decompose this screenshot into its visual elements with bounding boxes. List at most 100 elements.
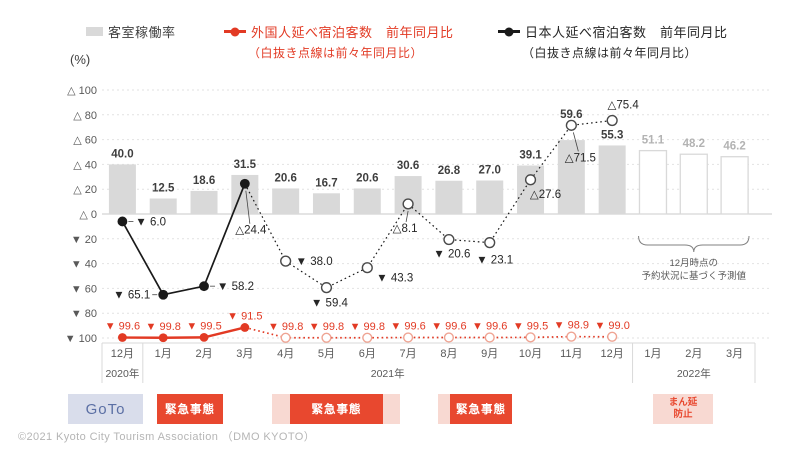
- legend-japanese: 日本人延べ宿泊客数 前年同月比 （白抜き点線は前々年同月比）: [498, 22, 728, 61]
- y-axis-tick-label: △ 100: [67, 85, 97, 97]
- month-label: 10月: [519, 348, 542, 360]
- foreign-point-label: ▼ 99.8: [309, 321, 344, 333]
- foreign-point-label: ▼ 99.6: [431, 321, 466, 333]
- japanese-point-label: ▼ 58.2: [217, 281, 254, 293]
- japanese-point-open: [606, 114, 618, 127]
- foreign-series: ▼ 99.6 ▼ 99.8 ▼ 99.5 ▼ 91.5 ▼ 99.8 ▼ 99.8 ▼ 99…: [105, 310, 630, 343]
- occupancy-bar-forecast: [638, 149, 668, 215]
- occupancy-bar-value: 51.1: [642, 135, 665, 147]
- japanese-label-leader: [405, 210, 409, 223]
- japanese-point-label: △27.6: [530, 189, 561, 201]
- foreign-point-label: ▼ 99.5: [186, 320, 221, 332]
- y-axis-tick-label: △ 40: [73, 159, 97, 171]
- occupancy-bar: [149, 198, 177, 214]
- foreign-point-label: ▼ 91.5: [227, 310, 262, 322]
- occupancy-bar-value: 12.5: [152, 183, 175, 195]
- japanese-point: [199, 281, 209, 292]
- japanese-point-label: △71.5: [565, 152, 596, 164]
- legend-japanese-row: 日本人延べ宿泊客数 前年同月比: [498, 22, 728, 41]
- y-axis-tick-label: ▼ 40: [71, 259, 97, 271]
- occupancy-bar: [476, 180, 504, 214]
- japanese-point-label: ▼ 38.0: [296, 256, 333, 268]
- month-label: 1月: [155, 348, 172, 360]
- legend-japanese-label: 日本人延べ宿泊客数 前年同月比: [525, 25, 728, 40]
- foreign-point-open: [566, 331, 577, 342]
- month-label: 11月: [560, 348, 582, 360]
- month-label: 3月: [726, 348, 743, 360]
- japanese-label-leader: [572, 132, 579, 152]
- foreign-line-marker-icon: [224, 27, 246, 36]
- event-manbou-line2: 防止: [673, 409, 693, 420]
- year-label: 2020年: [105, 367, 139, 380]
- forecast-note-line: 予約状況に基づく予測値: [642, 270, 747, 282]
- foreign-point-open: [484, 332, 495, 343]
- foreign-point-label: ▼ 98.9: [554, 320, 589, 332]
- month-label: 5月: [318, 348, 335, 360]
- month-label: 2月: [685, 348, 702, 360]
- event-manbou: まん延 防止: [653, 394, 713, 424]
- event-goto-label: GoTo: [85, 400, 126, 418]
- legend-occupancy-row: 客室稼働率: [86, 22, 176, 41]
- occupancy-bar: [190, 190, 218, 214]
- y-axis-tick-label: △ 0: [79, 209, 97, 221]
- occupancy-bar: [435, 180, 463, 214]
- foreign-line-dotted: [244, 326, 613, 339]
- japanese-point: [239, 178, 250, 189]
- legend-occupancy-label: 客室稼働率: [108, 25, 176, 40]
- foreign-line-solid: [122, 326, 246, 339]
- event-manbou-line1: まん延: [668, 397, 698, 409]
- japanese-point-label: ▼ 6.0: [135, 216, 166, 228]
- month-label: 12月: [601, 348, 624, 360]
- copyright-text: ©2021 Kyoto City Tourism Association （DM…: [18, 431, 316, 443]
- legend-foreign-sub: （白抜き点線は前々年同月比）: [248, 46, 424, 60]
- bar-swatch-icon: [86, 27, 103, 36]
- japanese-point-label: ▼ 20.6: [433, 249, 470, 261]
- foreign-point-label: ▼ 99.0: [594, 320, 629, 332]
- y-axis-tick-label: ▼ 60: [71, 283, 97, 295]
- foreign-point-open: [525, 332, 536, 343]
- occupancy-bar-value: 46.2: [723, 141, 745, 153]
- legend-foreign-row: 外国人延べ宿泊客数 前年同月比: [224, 22, 454, 41]
- foreign-point-label: ▼ 99.6: [472, 321, 507, 333]
- japanese-line-dotted: [244, 119, 613, 289]
- japanese-series: ▼ 6.0 ▼ 65.1 ▼ 58.2 △24.4 ▼ 38.0 ▼ 59.4 ▼ 43.3…: [113, 100, 639, 310]
- japanese-point-label: ▼ 43.3: [376, 273, 413, 285]
- foreign-point-label: ▼ 99.8: [268, 321, 303, 333]
- japanese-line-solid: [121, 183, 246, 296]
- occupancy-bar: [272, 188, 300, 214]
- foreign-point-label: ▼ 99.6: [390, 321, 425, 333]
- japanese-label-leader: [245, 190, 251, 224]
- japanese-line-marker-icon: [498, 27, 520, 36]
- foreign-point-open: [280, 332, 291, 343]
- y-axis-tick-label: ▼ 20: [71, 234, 97, 246]
- japanese-point-open: [320, 282, 333, 294]
- foreign-point-label: ▼ 99.8: [146, 321, 181, 333]
- forecast-brace: [638, 235, 750, 253]
- occupancy-bar-value: 30.6: [397, 160, 419, 172]
- japanese-point-label: ▼ 59.4: [311, 298, 349, 310]
- japanese-point-open: [524, 174, 537, 186]
- foreign-point: [240, 323, 250, 332]
- y-axis: △ 100 △ 80 △ 60 △ 40 △ 20 △ 0 ▼ 20 ▼ 40 ▼ 60 ▼ 80…: [65, 85, 97, 345]
- foreign-point-open: [362, 332, 373, 343]
- event-emergency-3: 緊急事態: [450, 394, 512, 424]
- japanese-point: [117, 216, 128, 227]
- event-emergency-2: 緊急事態: [290, 394, 383, 424]
- foreign-point-open: [402, 332, 414, 343]
- japanese-point-open: [565, 119, 577, 131]
- y-axis-tick-label: △ 80: [73, 110, 97, 122]
- japanese-point-label: △24.4: [235, 225, 267, 237]
- foreign-point-open: [443, 332, 455, 343]
- event-emergency-2-label: 緊急事態: [311, 404, 362, 416]
- occupancy-bar-value: 55.3: [601, 129, 623, 141]
- occupancy-bar-forecast: [720, 156, 749, 215]
- legend-occupancy: 客室稼働率: [86, 22, 176, 41]
- occupancy-bar-value: 31.5: [234, 159, 257, 171]
- y-axis-tick-label: △ 20: [73, 184, 97, 196]
- month-label: 6月: [359, 348, 376, 360]
- foreign-point: [118, 333, 127, 342]
- occupancy-bar-value: 27.0: [479, 165, 501, 177]
- japanese-point-label: △75.4: [608, 100, 640, 112]
